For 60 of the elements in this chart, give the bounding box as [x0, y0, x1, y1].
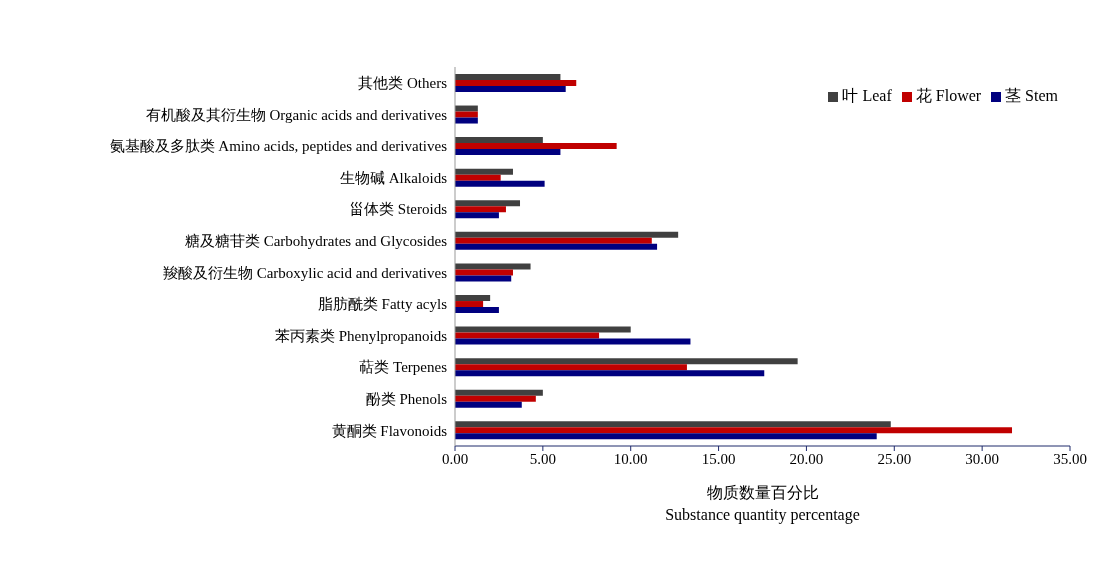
legend-label: 叶 Leaf	[842, 87, 892, 104]
y-tick-label: 脂肪酰类 Fatty acyls	[317, 296, 448, 313]
y-tick-label: 萜类 Terpenes	[359, 359, 448, 376]
bar	[455, 85, 566, 92]
y-tick-label: 黄酮类 Flavonoids	[331, 422, 448, 439]
bar	[455, 433, 877, 440]
y-tick-label: 酚类 Phenols	[365, 390, 448, 407]
bar	[455, 332, 600, 339]
bar	[455, 143, 617, 150]
bar	[455, 243, 658, 250]
y-tick-label: 生物碱 Alkaloids	[339, 169, 448, 186]
x-tick-label: 35.00	[1053, 450, 1087, 467]
bar	[455, 338, 691, 345]
y-tick-label: 其他类 Others	[358, 75, 448, 92]
x-axis-title: 物质数量百分比 Substance quantity percentage	[665, 484, 860, 524]
legend-label: 花 Flower	[915, 87, 982, 104]
x-tick-label: 10.00	[613, 450, 648, 467]
y-tick-label: 糖及糖苷类 Carbohydrates and Glycosides	[184, 233, 448, 250]
bar	[455, 295, 491, 302]
bar	[455, 237, 652, 244]
bar	[455, 389, 543, 396]
x-tick-label: 30.00	[965, 450, 1000, 467]
bar	[455, 200, 521, 207]
bar	[455, 212, 499, 219]
bar	[455, 370, 765, 377]
bar	[455, 364, 687, 371]
bar	[455, 73, 561, 80]
bar	[455, 301, 484, 308]
bar	[455, 358, 798, 365]
bar	[455, 206, 506, 213]
bar	[455, 149, 561, 156]
bar	[455, 275, 512, 282]
bar	[455, 79, 577, 86]
bar	[455, 395, 536, 402]
bar	[455, 180, 545, 187]
y-tick-label: 甾体类 Steroids	[349, 201, 448, 218]
bar	[455, 168, 513, 175]
x-tick-label: 0.00	[441, 450, 469, 467]
x-tick-label: 15.00	[701, 450, 736, 467]
y-tick-label: 有机酸及其衍生物 Organic acids and derivatives	[145, 106, 448, 123]
legend-label: 茎 Stem	[1005, 87, 1058, 104]
bar	[455, 421, 891, 428]
bar	[455, 263, 531, 270]
bar	[455, 401, 522, 408]
bar	[455, 427, 1013, 434]
bar	[455, 326, 631, 333]
x-tick-label: 25.00	[877, 450, 912, 467]
bar	[455, 111, 478, 118]
y-tick-label: 苯丙素类 Phenylpropanoids	[274, 327, 448, 344]
x-tick-label: 20.00	[789, 450, 824, 467]
x-tick-label: 5.00	[529, 450, 556, 467]
bar	[455, 231, 679, 238]
bar	[455, 174, 501, 181]
bar	[455, 117, 478, 124]
y-tick-label: 氨基酸及多肽类 Amino acids, peptides and derivatives	[109, 138, 448, 155]
bar	[455, 137, 543, 144]
bar	[455, 105, 478, 112]
y-tick-label: 羧酸及衍生物 Carboxylic acid and derivatives	[162, 264, 448, 281]
bar	[455, 269, 513, 276]
bar	[455, 307, 499, 314]
